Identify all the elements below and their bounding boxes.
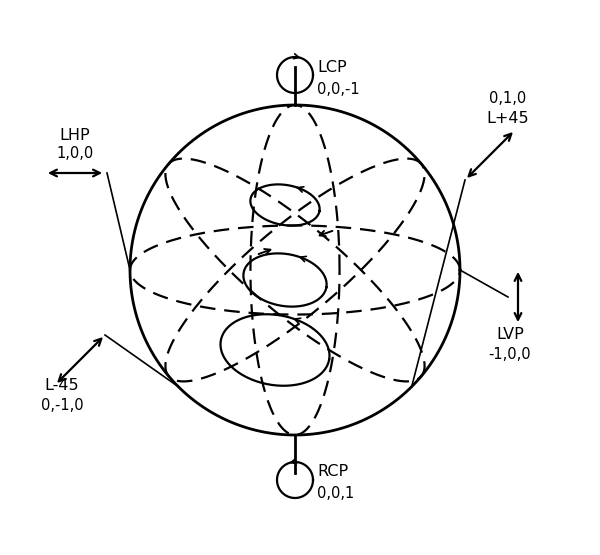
Text: 1,0,0: 1,0,0 xyxy=(56,146,94,161)
Text: LHP: LHP xyxy=(59,128,91,143)
Text: 0,0,-1: 0,0,-1 xyxy=(317,82,359,97)
Text: -1,0,0: -1,0,0 xyxy=(488,347,532,362)
Text: L+45: L+45 xyxy=(487,111,529,126)
Text: 0,1,0: 0,1,0 xyxy=(490,91,527,106)
Text: L-45: L-45 xyxy=(44,378,79,393)
Text: LVP: LVP xyxy=(496,327,524,342)
Text: 0,0,1: 0,0,1 xyxy=(317,487,354,502)
Text: RCP: RCP xyxy=(317,465,348,480)
Text: 0,-1,0: 0,-1,0 xyxy=(41,398,83,413)
Text: LCP: LCP xyxy=(317,59,347,74)
